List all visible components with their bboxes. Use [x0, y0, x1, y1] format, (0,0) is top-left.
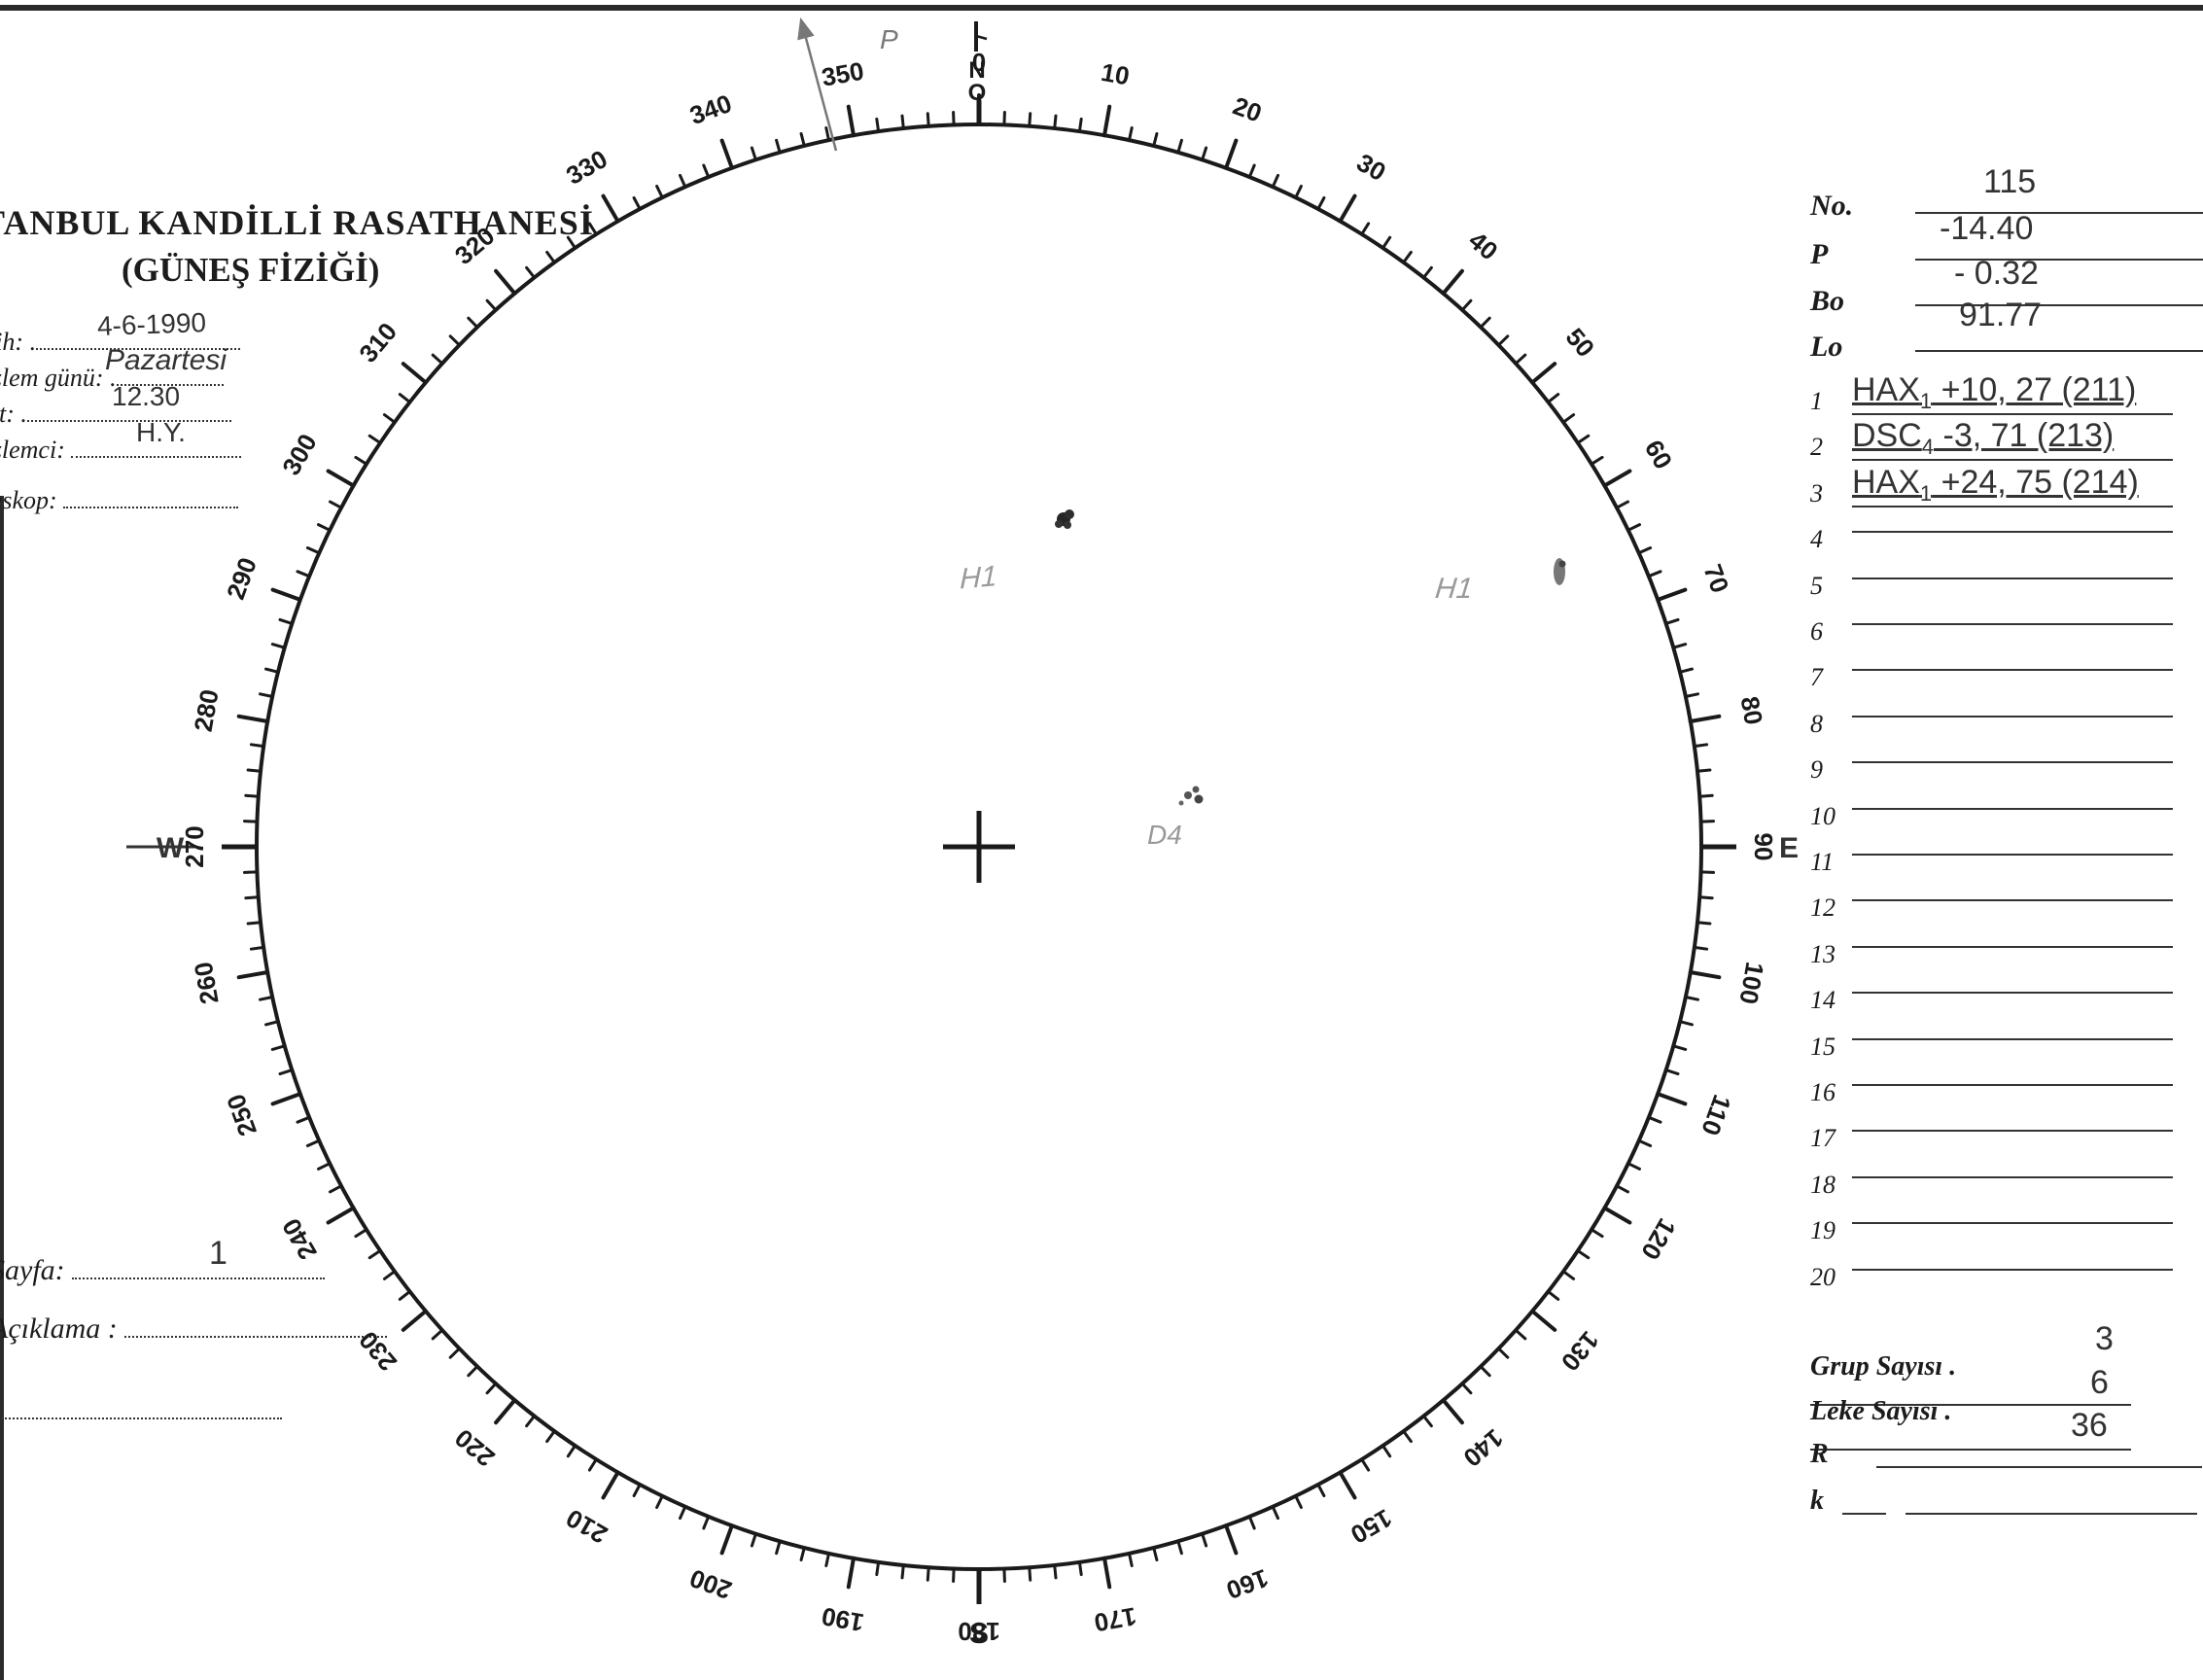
svg-text:110: 110: [1696, 1091, 1737, 1139]
svg-text:0: 0: [972, 48, 986, 77]
svg-text:90: 90: [1749, 833, 1778, 861]
svg-text:100: 100: [1733, 960, 1769, 1006]
svg-text:340: 340: [685, 88, 735, 130]
svg-text:220: 220: [449, 1423, 501, 1473]
svg-text:D4: D4: [1147, 820, 1182, 850]
svg-text:40: 40: [1463, 226, 1503, 266]
svg-text:250: 250: [221, 1091, 262, 1140]
svg-text:260: 260: [189, 960, 225, 1006]
svg-text:70: 70: [1697, 560, 1734, 596]
svg-text:80: 80: [1735, 694, 1769, 727]
svg-text:320: 320: [449, 221, 501, 270]
svg-text:190: 190: [820, 1601, 866, 1637]
svg-text:10: 10: [1099, 57, 1132, 91]
svg-text:170: 170: [1092, 1601, 1138, 1637]
svg-text:350: 350: [820, 56, 866, 92]
svg-text:150: 150: [1346, 1503, 1397, 1550]
svg-text:20: 20: [1229, 90, 1265, 127]
svg-text:60: 60: [1639, 435, 1678, 473]
svg-text:280: 280: [189, 687, 225, 734]
svg-text:H1: H1: [1434, 573, 1475, 605]
svg-text:120: 120: [1635, 1213, 1682, 1265]
svg-text:230: 230: [353, 1326, 402, 1378]
svg-text:160: 160: [1223, 1563, 1273, 1605]
svg-text:310: 310: [353, 317, 402, 368]
svg-text:140: 140: [1458, 1423, 1510, 1473]
svg-text:30: 30: [1352, 148, 1391, 187]
svg-text:P: P: [880, 24, 898, 54]
svg-text:50: 50: [1560, 323, 1601, 363]
svg-text:200: 200: [685, 1563, 735, 1605]
svg-text:330: 330: [561, 144, 612, 191]
svg-text:130: 130: [1556, 1326, 1605, 1378]
svg-text:240: 240: [276, 1213, 323, 1265]
svg-text:210: 210: [561, 1503, 612, 1550]
svg-text:E: E: [1779, 832, 1799, 864]
svg-text:H1: H1: [960, 560, 997, 595]
svg-text:300: 300: [276, 429, 323, 480]
svg-text:290: 290: [221, 553, 262, 603]
svg-text:180: 180: [958, 1617, 999, 1646]
svg-text:270: 270: [180, 825, 209, 867]
